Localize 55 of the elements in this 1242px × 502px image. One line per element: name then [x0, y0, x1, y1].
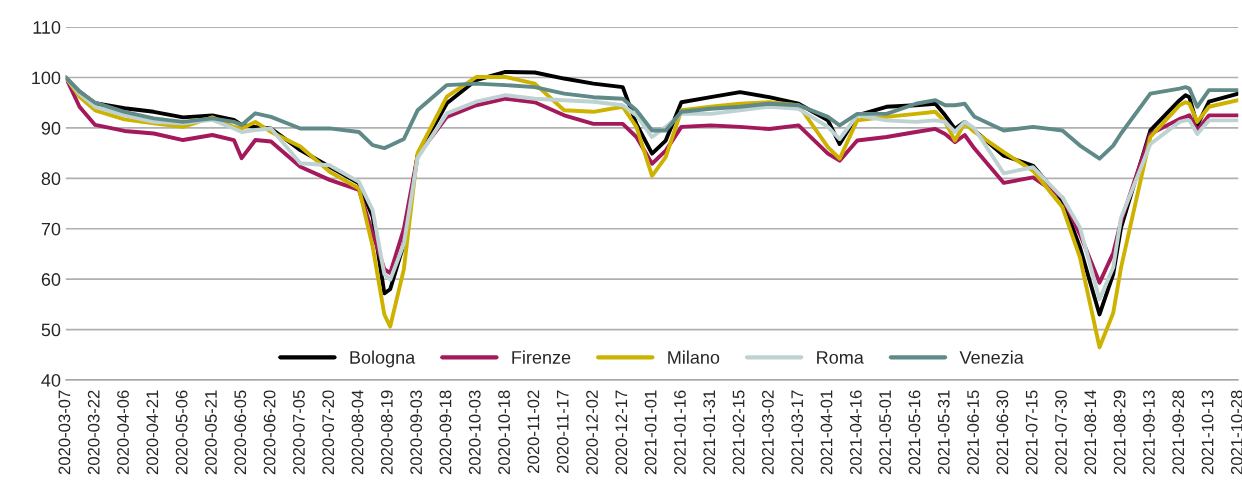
- x-tick-label: 2020-09-03: [410, 390, 423, 475]
- x-tick-label: 2021-01-31: [703, 390, 716, 475]
- legend-label: Firenze: [512, 350, 571, 364]
- x-tick-label: 2020-03-07: [58, 390, 71, 475]
- x-tick-label: 2020-11-17: [556, 390, 569, 473]
- y-tick-label: 80: [41, 172, 61, 186]
- y-tick-label: 60: [41, 273, 61, 286]
- x-tick-label: 2020-07-20: [322, 390, 335, 475]
- x-tick-label: 2020-12-17: [615, 390, 628, 475]
- x-tick-label: 2021-05-01: [879, 390, 892, 475]
- y-tick-label: 100: [32, 71, 61, 85]
- x-tick-label: 2020-07-05: [292, 390, 305, 475]
- x-tick-label: 2021-07-15: [1025, 390, 1038, 475]
- line-series: [65, 75, 1239, 161]
- legend-label: Milano: [668, 350, 720, 364]
- x-tick-label: 2021-07-30: [1055, 390, 1067, 475]
- x-tick-label: 2020-08-19: [380, 390, 393, 475]
- x-tick-label: 2020-06-05: [234, 390, 247, 475]
- x-tick-label: 2020-03-22: [87, 390, 100, 475]
- y-tick-label: 70: [41, 222, 61, 236]
- x-tick-label: 2020-12-02: [586, 390, 598, 475]
- x-tick-label: 2020-04-06: [117, 390, 129, 475]
- x-tick-label: 2021-10-28: [1230, 390, 1242, 475]
- y-tick-label: 50: [41, 323, 61, 337]
- x-tick-label: 2021-03-17: [791, 390, 804, 475]
- x-tick-label: 2021-06-30: [996, 390, 1009, 475]
- x-tick-label: 2021-09-13: [1143, 390, 1155, 475]
- legend-label: Bologna: [350, 350, 416, 368]
- x-tick-label: 2021-09-28: [1172, 390, 1185, 475]
- legend-label: Roma: [817, 351, 864, 364]
- x-tick-label: 2020-11-02: [527, 390, 540, 473]
- x-tick-label: 2021-04-01: [820, 390, 833, 475]
- x-tick-label: 2021-05-16: [908, 390, 921, 475]
- x-tick-label: 2020-06-20: [263, 390, 276, 475]
- x-tick-label: 2021-05-31: [937, 390, 950, 475]
- x-tick-label: 2021-06-15: [967, 390, 979, 475]
- x-tick-label: 2020-05-21: [205, 390, 217, 475]
- y-tick-label: 90: [41, 121, 61, 135]
- x-tick-label: 2021-08-14: [1084, 390, 1097, 475]
- x-tick-label: 2021-01-01: [644, 390, 657, 475]
- x-tick-label: 2021-01-16: [674, 390, 686, 475]
- x-tick-label: 2020-05-06: [175, 390, 188, 475]
- x-tick-label: 2020-10-18: [498, 390, 510, 475]
- legend-label: Venezia: [959, 350, 1024, 364]
- y-tick-label: 40: [41, 373, 61, 387]
- x-tick-label: 2021-08-29: [1113, 390, 1126, 475]
- y-tick-label: 110: [33, 21, 61, 34]
- x-tick-label: 2021-02-15: [732, 390, 745, 475]
- x-tick-label: 2021-10-13: [1201, 390, 1214, 475]
- x-tick-label: 2021-03-02: [761, 390, 774, 475]
- x-tick-label: 2020-04-21: [146, 390, 159, 475]
- x-tick-label: 2020-08-04: [351, 390, 364, 475]
- x-tick-label: 2020-09-18: [439, 390, 452, 475]
- x-tick-label: 2021-04-16: [849, 390, 862, 475]
- x-tick-label: 2020-10-03: [468, 390, 481, 475]
